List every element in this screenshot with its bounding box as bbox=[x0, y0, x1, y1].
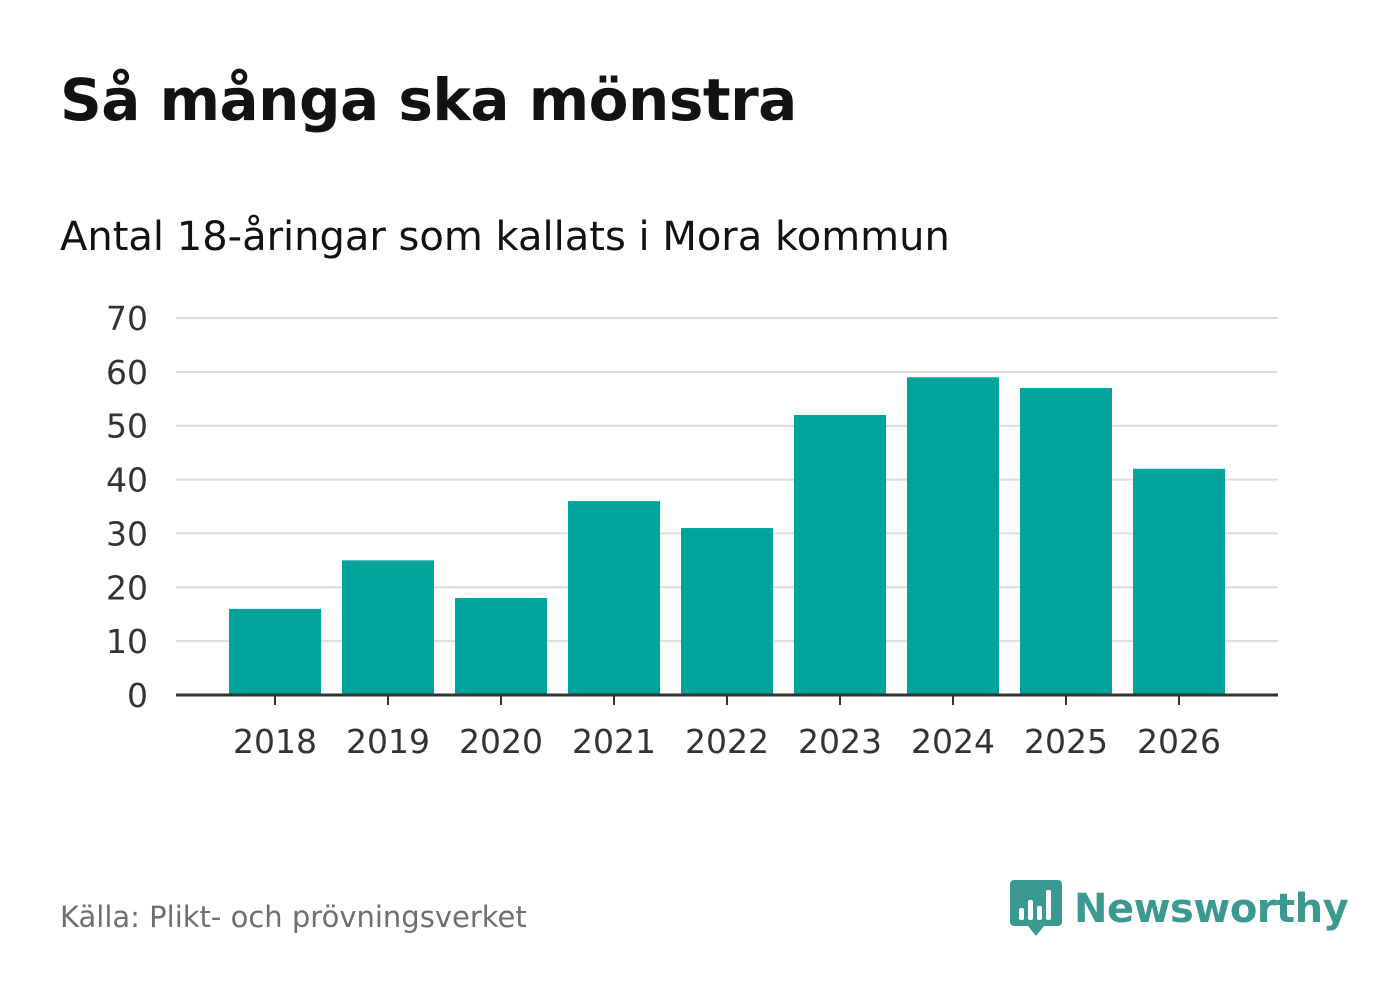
x-tick-label: 2021 bbox=[572, 722, 656, 761]
x-tick-label: 2019 bbox=[346, 722, 430, 761]
bars bbox=[229, 377, 1225, 695]
bar-2025 bbox=[1020, 388, 1112, 695]
y-tick-label: 10 bbox=[106, 622, 148, 661]
brand-name: Newsworthy bbox=[1074, 886, 1349, 932]
axes: 0 10 20 30 40 50 60 70 2018 2019 2020 2021 2022 2023 2… bbox=[106, 299, 1278, 761]
bar-chart: 0 10 20 30 40 50 60 70 2018 2019 2020 2021 2022 2023 2… bbox=[106, 299, 1278, 761]
bar-2019 bbox=[342, 560, 434, 695]
chart-subtitle: Antal 18-åringar som kallats i Mora komm… bbox=[60, 214, 950, 260]
y-tick-label: 30 bbox=[106, 514, 148, 553]
bar-2026 bbox=[1133, 468, 1225, 695]
x-tick-label: 2022 bbox=[685, 722, 769, 761]
x-tick-label: 2025 bbox=[1024, 722, 1108, 761]
x-tick-label: 2024 bbox=[911, 722, 995, 761]
y-tick-label: 60 bbox=[106, 353, 148, 392]
bar-2023 bbox=[794, 414, 886, 695]
bar-2018 bbox=[229, 608, 321, 695]
newsworthy-logo-icon bbox=[1010, 880, 1062, 936]
y-tick-label: 70 bbox=[106, 299, 148, 338]
x-tick-label: 2026 bbox=[1137, 722, 1221, 761]
chart-title: Så många ska mönstra bbox=[60, 66, 797, 134]
y-tick-label: 40 bbox=[106, 461, 148, 500]
y-tick-label: 0 bbox=[127, 676, 148, 715]
brand: Newsworthy bbox=[1010, 878, 1349, 940]
bar-2021 bbox=[568, 501, 660, 695]
y-tick-label: 50 bbox=[106, 407, 148, 446]
bar-2022 bbox=[681, 528, 773, 695]
source-note: Källa: Plikt- och prövningsverket bbox=[60, 900, 527, 934]
x-tick-label: 2018 bbox=[233, 722, 317, 761]
x-tick-label: 2020 bbox=[459, 722, 543, 761]
bar-2024 bbox=[907, 377, 999, 695]
y-tick-label: 20 bbox=[106, 568, 148, 607]
x-tick-label: 2023 bbox=[798, 722, 882, 761]
bar-2020 bbox=[455, 598, 547, 695]
